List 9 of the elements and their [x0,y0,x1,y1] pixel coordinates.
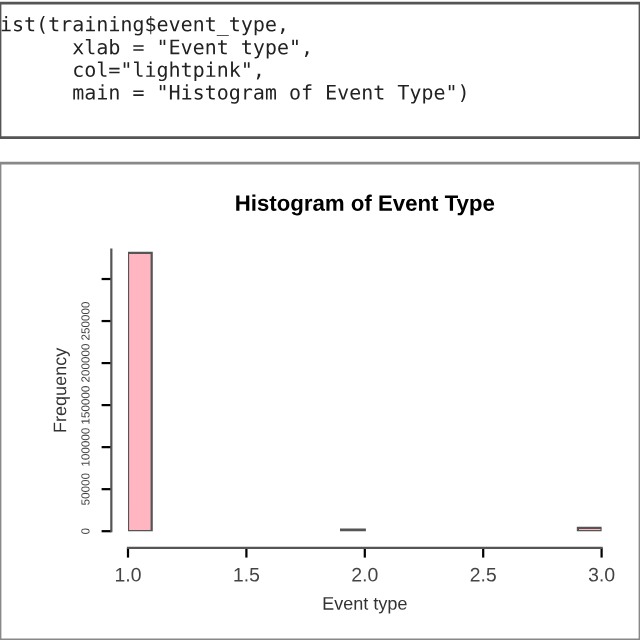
y-axis-title: Frequency [53,347,70,432]
x-tick-label: 1.0 [115,567,141,582]
x-tick-label: 2.5 [470,567,496,582]
x-tick-label: 1.5 [234,568,260,582]
x-tick-label: 3.0 [588,567,615,582]
x-axis-title: Event type [323,597,407,614]
text: ist(training$event_type, xlab = "Event type", col="lightpink", main = "Histogram of Event Type") [1,16,466,104]
chart-title: Histogram of Event Type [236,194,495,216]
x-tick-label: 2.0 [352,567,378,582]
